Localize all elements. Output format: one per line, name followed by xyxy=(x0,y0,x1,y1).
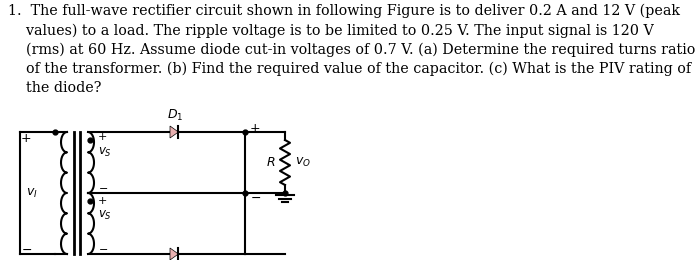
Polygon shape xyxy=(170,126,178,138)
Text: +: + xyxy=(21,132,32,145)
Text: $v_O$: $v_O$ xyxy=(295,156,311,169)
Text: $v_I$: $v_I$ xyxy=(26,186,38,200)
Polygon shape xyxy=(170,248,178,260)
Text: $R$: $R$ xyxy=(266,156,276,169)
Text: +: + xyxy=(98,196,107,206)
Text: $-$: $-$ xyxy=(98,243,108,253)
Text: +: + xyxy=(98,132,107,142)
Text: $-$: $-$ xyxy=(98,182,108,192)
Text: $D_1$: $D_1$ xyxy=(167,108,183,123)
Text: $v_S$: $v_S$ xyxy=(98,209,112,222)
Text: 1.  The full-wave rectifier circuit shown in following Figure is to deliver 0.2 : 1. The full-wave rectifier circuit shown… xyxy=(8,4,695,95)
Text: $v_S$: $v_S$ xyxy=(98,145,112,159)
Text: $-$: $-$ xyxy=(250,191,261,204)
Text: $-$: $-$ xyxy=(21,243,32,256)
Text: +: + xyxy=(250,121,260,134)
